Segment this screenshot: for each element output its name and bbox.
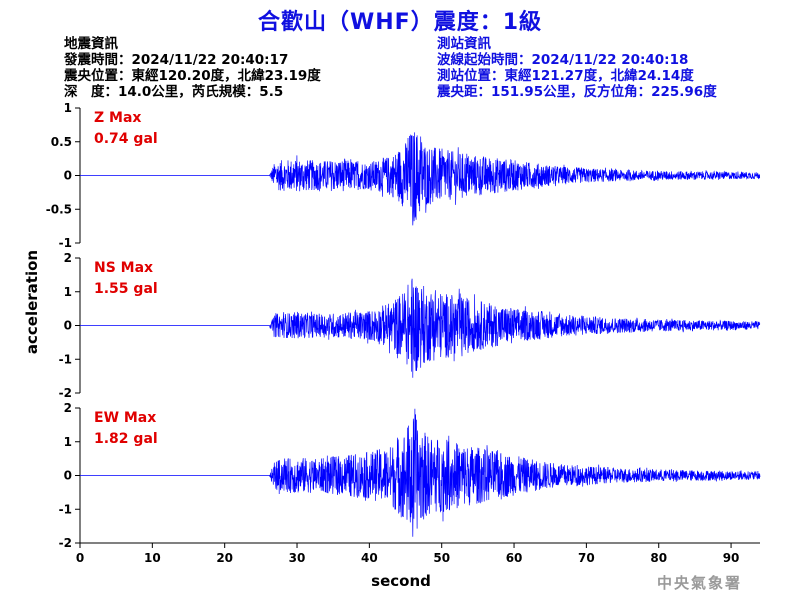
x-tick-label: 40 xyxy=(361,551,378,565)
station-info-heading: 測站資訊 xyxy=(437,36,491,52)
y-tick-label: -2 xyxy=(59,536,72,550)
max-value-z: 0.74 gal xyxy=(94,131,158,147)
x-tick-label: 80 xyxy=(650,551,667,565)
max-value-ns: 1.55 gal xyxy=(94,281,158,297)
station-info: 測站資訊 波線起始時間：2024/11/22 20:40:18 測站位置：東經1… xyxy=(437,36,717,100)
agency-watermark: 中央氣象署 xyxy=(657,574,743,592)
y-tick-label: 0.5 xyxy=(51,135,72,149)
max-value-ew: 1.82 gal xyxy=(94,431,158,447)
earthquake-info: 地震資訊 發震時間：2024/11/22 20:40:17 震央位置：東經120… xyxy=(64,36,321,100)
x-tick-label: 0 xyxy=(76,551,84,565)
y-tick-label: 0 xyxy=(64,469,72,483)
y-tick-label: -2 xyxy=(59,386,72,400)
epicenter-location: 震央位置：東經120.20度，北緯23.19度 xyxy=(64,68,321,84)
y-tick-label: 1 xyxy=(64,101,72,115)
wave-start-time: 波線起始時間：2024/11/22 20:40:18 xyxy=(437,52,689,68)
y-axis-label: acceleration xyxy=(23,250,41,354)
x-tick-label: 20 xyxy=(216,551,233,565)
y-tick-label: 2 xyxy=(64,401,72,415)
station-location: 測站位置：東經121.27度，北緯24.14度 xyxy=(437,68,694,84)
x-tick-label: 50 xyxy=(433,551,450,565)
max-label-ew: EW Max xyxy=(94,410,156,426)
earthquake-info-heading: 地震資訊 xyxy=(64,36,118,52)
origin-time: 發震時間：2024/11/22 20:40:17 xyxy=(64,52,289,68)
distance-azimuth: 震央距：151.95公里，反方位角：225.96度 xyxy=(437,84,717,100)
x-tick-label: 70 xyxy=(578,551,595,565)
y-tick-label: 1 xyxy=(64,435,72,449)
y-tick-label: 2 xyxy=(64,251,72,265)
waveform-trace-z xyxy=(80,132,761,226)
y-tick-label: -1 xyxy=(59,502,72,516)
y-tick-label: 0 xyxy=(64,169,72,183)
x-tick-label: 90 xyxy=(723,551,740,565)
depth-magnitude: 深 度：14.0公里，芮氏規模：5.5 xyxy=(64,84,284,100)
x-tick-label: 30 xyxy=(289,551,306,565)
chart-title: 合歡山（WHF）震度：1級 xyxy=(257,10,542,35)
y-tick-label: 0 xyxy=(64,319,72,333)
x-axis-label: second xyxy=(371,572,431,590)
waveform-trace-ns xyxy=(80,278,761,378)
y-tick-label: -0.5 xyxy=(46,202,72,216)
y-tick-label: -1 xyxy=(59,236,72,250)
max-label-z: Z Max xyxy=(94,110,141,126)
y-tick-label: -1 xyxy=(59,352,72,366)
max-label-ns: NS Max xyxy=(94,260,153,276)
waveform-trace-ew xyxy=(80,408,761,537)
x-tick-label: 10 xyxy=(144,551,161,565)
y-tick-label: 1 xyxy=(64,285,72,299)
x-tick-label: 60 xyxy=(506,551,523,565)
